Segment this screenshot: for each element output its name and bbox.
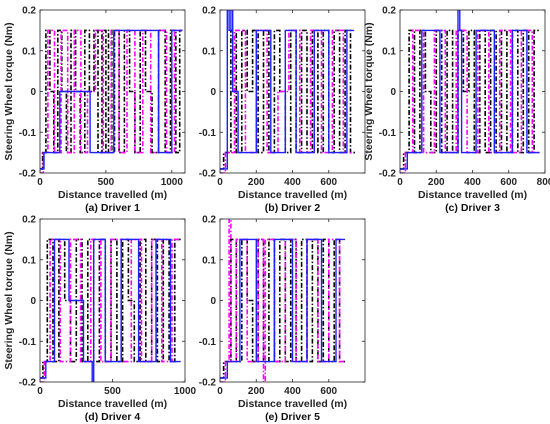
y-tick-label: -0.2 (199, 378, 217, 389)
series-line-1 (220, 29, 356, 170)
y-tick-label: 0.2 (22, 215, 36, 226)
panel-4: -0.2 -0.1 0 0.1 0.2 0 500 1000 Distance travelle… (3, 215, 197, 424)
series-line-1 (220, 238, 346, 379)
x-axis-label: Distance travelled (m) (418, 189, 527, 201)
series-line-2 (40, 29, 183, 173)
x-tick-label: 0 (37, 386, 43, 397)
y-tick-label: 0.1 (202, 255, 216, 266)
series-line-3 (220, 238, 346, 379)
y-tick-label: 0.1 (202, 46, 216, 57)
x-axis-label: Distance travelled (m) (58, 189, 167, 201)
panel-caption: (b) Driver 2 (265, 202, 321, 214)
y-tick-label: 0 (30, 296, 36, 307)
x-tick-label: 0 (37, 177, 43, 188)
y-tick-label: -0.2 (379, 169, 397, 180)
x-axis-label: Distance travelled (m) (238, 189, 347, 201)
series-line-3 (40, 29, 183, 170)
y-tick-label: 0.1 (22, 46, 36, 57)
series-line-1 (400, 29, 540, 170)
x-axis-label: Distance travelled (m) (58, 398, 167, 410)
y-tick-label: -0.1 (19, 128, 37, 139)
y-tick-label: 0.2 (202, 6, 216, 17)
y-tick-label: -0.1 (379, 128, 397, 139)
plot-area (40, 238, 181, 382)
y-tick-label: 0 (30, 87, 36, 98)
y-tick-label: 0.2 (382, 6, 396, 17)
panel-caption: (e) Driver 5 (265, 411, 320, 423)
y-axis-label: Steering Wheel torque (Nm) (3, 22, 15, 160)
x-tick-label: 0 (217, 386, 223, 397)
x-tick-label: 400 (464, 177, 481, 188)
series-line-3 (40, 238, 181, 382)
series-line-2 (400, 29, 540, 173)
panel-3: -0.2 -0.1 0 0.1 0.2 0 200 400 600 800 Distance tra… (363, 6, 550, 215)
series-line-2 (220, 219, 346, 382)
x-axis-label: Distance travelled (m) (238, 398, 347, 410)
x-tick-label: 200 (248, 386, 265, 397)
plot-area (220, 10, 356, 173)
y-tick-label: 0.2 (202, 215, 216, 226)
y-tick-label: 0 (210, 87, 216, 98)
y-tick-label: 0 (390, 87, 396, 98)
series-line-2 (220, 29, 355, 173)
panel-caption: (d) Driver 4 (85, 411, 141, 423)
y-tick-label: 0 (210, 296, 216, 307)
y-axis-label: Steering Wheel torque (Nm) (363, 22, 375, 160)
x-tick-label: 500 (98, 177, 115, 188)
y-axis-label: Steering Wheel torque (Nm) (3, 231, 15, 369)
x-tick-label: 400 (284, 386, 301, 397)
x-tick-label: 600 (320, 177, 337, 188)
y-tick-label: -0.1 (199, 128, 217, 139)
x-tick-label: 0 (397, 177, 403, 188)
y-tick-label: 0.1 (22, 255, 36, 266)
x-tick-label: 1000 (174, 386, 197, 397)
x-tick-label: 0 (217, 177, 223, 188)
series-line-3 (400, 10, 540, 170)
panel-caption: (a) Driver 1 (85, 202, 140, 214)
plot-area (220, 219, 346, 382)
y-tick-label: -0.2 (199, 169, 217, 180)
x-tick-label: 800 (537, 177, 550, 188)
x-tick-label: 500 (104, 386, 121, 397)
plot-area (40, 29, 183, 173)
panel-caption: (c) Driver 3 (445, 202, 500, 214)
y-tick-label: -0.2 (19, 378, 37, 389)
plot-area (400, 10, 540, 173)
series-line-1 (40, 29, 183, 170)
series-line-3 (220, 10, 355, 170)
x-tick-label: 600 (500, 177, 517, 188)
y-tick-label: 0.2 (22, 6, 36, 17)
y-tick-label: -0.1 (19, 337, 37, 348)
x-tick-label: 600 (320, 386, 337, 397)
x-tick-label: 200 (248, 177, 265, 188)
x-tick-label: 1000 (161, 177, 184, 188)
y-tick-label: -0.1 (199, 337, 217, 348)
x-tick-label: 400 (284, 177, 301, 188)
y-tick-label: 0.1 (382, 46, 396, 57)
x-tick-label: 200 (428, 177, 445, 188)
y-tick-label: -0.2 (19, 169, 37, 180)
